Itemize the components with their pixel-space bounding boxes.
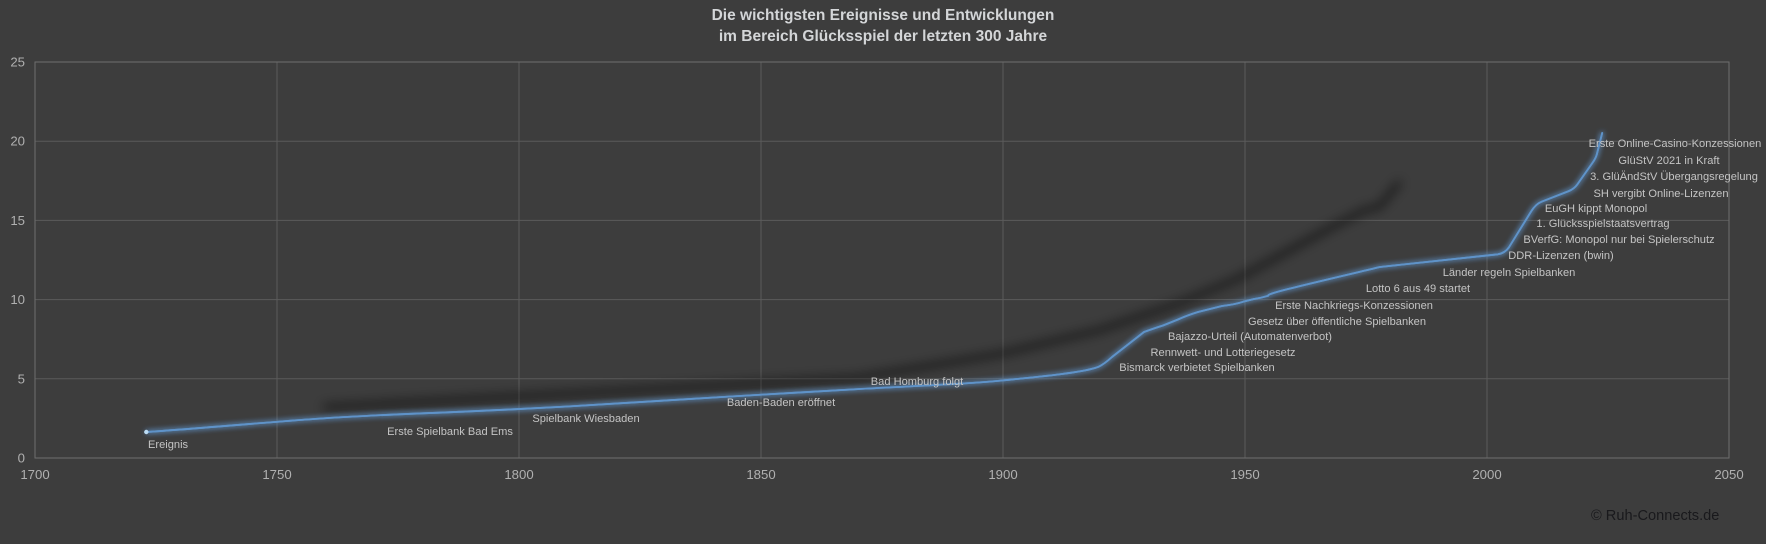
svg-text:1750: 1750	[262, 467, 291, 482]
svg-text:Gesetz über öffentliche Spielb: Gesetz über öffentliche Spielbanken	[1248, 316, 1426, 328]
svg-text:Rennwett- und Lotteriegesetz: Rennwett- und Lotteriegesetz	[1151, 347, 1296, 359]
svg-text:1850: 1850	[746, 467, 775, 482]
svg-text:15: 15	[10, 213, 25, 228]
svg-text:Erste Online-Casino-Konzession: Erste Online-Casino-Konzessionen	[1589, 138, 1762, 150]
svg-text:1. Glücksspielstaatsvertrag: 1. Glücksspielstaatsvertrag	[1536, 218, 1669, 230]
svg-text:Ereignis: Ereignis	[148, 439, 189, 451]
svg-text:BVerfG: Monopol nur bei Spiele: BVerfG: Monopol nur bei Spielerschutz	[1523, 234, 1714, 246]
svg-text:SH vergibt Online-Lizenzen: SH vergibt Online-Lizenzen	[1593, 188, 1728, 200]
svg-text:25: 25	[10, 55, 25, 70]
svg-text:2000: 2000	[1472, 467, 1501, 482]
svg-text:Spielbank Wiesbaden: Spielbank Wiesbaden	[532, 413, 639, 425]
svg-text:Lotto 6 aus 49 startet: Lotto 6 aus 49 startet	[1366, 283, 1470, 295]
svg-text:2050: 2050	[1714, 467, 1743, 482]
svg-text:20: 20	[10, 134, 25, 149]
svg-text:3. GlüÄndStV Übergangsregelung: 3. GlüÄndStV Übergangsregelung	[1590, 171, 1758, 183]
svg-text:5: 5	[18, 371, 25, 386]
svg-text:1800: 1800	[504, 467, 533, 482]
svg-text:1950: 1950	[1230, 467, 1259, 482]
svg-text:0: 0	[18, 451, 25, 466]
svg-text:Erste Nachkriegs-Konzessionen: Erste Nachkriegs-Konzessionen	[1275, 300, 1433, 312]
svg-text:Bajazzo-Urteil (Automatenverbo: Bajazzo-Urteil (Automatenverbot)	[1168, 331, 1332, 343]
svg-text:GlüStV 2021 in Kraft: GlüStV 2021 in Kraft	[1618, 155, 1719, 167]
svg-text:Erste Spielbank Bad Ems: Erste Spielbank Bad Ems	[387, 426, 513, 438]
svg-text:Baden-Baden eröffnet: Baden-Baden eröffnet	[727, 397, 835, 409]
svg-text:1700: 1700	[20, 467, 49, 482]
svg-text:Länder regeln Spielbanken: Länder regeln Spielbanken	[1443, 267, 1576, 279]
svg-text:DDR-Lizenzen (bwin): DDR-Lizenzen (bwin)	[1508, 250, 1613, 262]
svg-text:EuGH kippt Monopol: EuGH kippt Monopol	[1545, 203, 1647, 215]
svg-text:1900: 1900	[988, 467, 1017, 482]
svg-text:10: 10	[10, 292, 25, 307]
svg-text:Bad Homburg folgt: Bad Homburg folgt	[871, 376, 964, 388]
svg-text:Bismarck verbietet Spielbanken: Bismarck verbietet Spielbanken	[1119, 362, 1274, 374]
